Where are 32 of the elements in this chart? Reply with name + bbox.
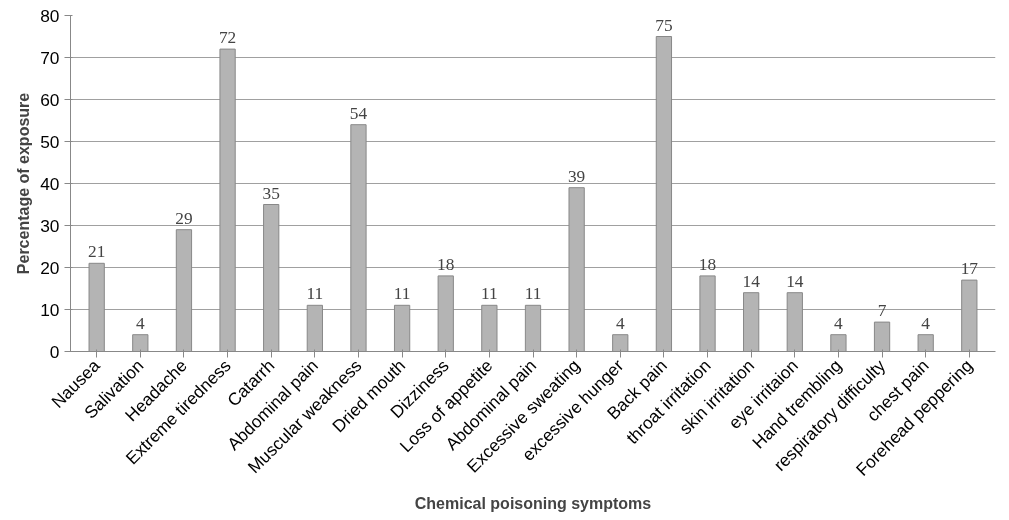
data-label: 35: [262, 183, 280, 203]
data-label: 11: [524, 284, 542, 304]
data-label: 54: [349, 103, 368, 123]
y-tick-label: 70: [40, 47, 60, 68]
y-tick-label: 40: [40, 173, 60, 194]
data-label: 75: [655, 15, 673, 35]
data-label: 4: [615, 313, 625, 333]
data-label: 18: [437, 254, 455, 274]
data-label: 72: [218, 28, 237, 48]
data-label: 11: [481, 284, 498, 304]
y-tick-label: 0: [49, 341, 60, 362]
data-label: 18: [698, 254, 717, 274]
data-label: 7: [877, 301, 887, 321]
y-axis-title: Percentage of exposure: [15, 92, 33, 275]
data-label: 21: [88, 242, 106, 262]
y-tick-label: 60: [40, 89, 60, 110]
data-label: 14: [786, 271, 804, 291]
x-axis-title: Chemical poisoning symptoms: [414, 495, 652, 512]
y-tick-label: 50: [40, 131, 60, 152]
data-label: 4: [921, 313, 931, 333]
data-label: 4: [135, 313, 145, 333]
data-label: 39: [567, 166, 586, 186]
data-label: 14: [742, 271, 761, 291]
y-tick-label: 80: [40, 5, 60, 26]
data-label: 29: [175, 208, 193, 228]
data-label: 11: [393, 284, 411, 304]
y-tick-label: 10: [40, 299, 60, 320]
y-tick-label: 30: [40, 215, 60, 236]
data-label: 4: [834, 313, 844, 333]
data-label: 11: [306, 284, 324, 304]
y-tick-label: 20: [40, 257, 60, 278]
data-label: 17: [960, 259, 979, 279]
